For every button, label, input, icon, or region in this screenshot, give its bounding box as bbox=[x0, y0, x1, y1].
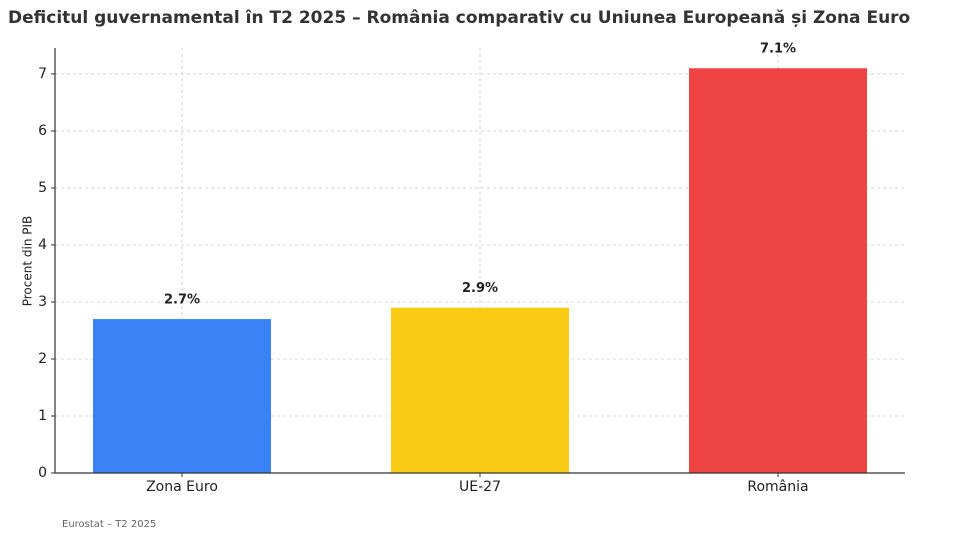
bar bbox=[391, 307, 569, 473]
bar bbox=[689, 68, 867, 473]
data-label: 7.1% bbox=[760, 42, 796, 57]
y-tick-label: 3 bbox=[38, 294, 47, 310]
y-tick-label: 6 bbox=[38, 123, 47, 139]
source-note: Eurostat – T2 2025 bbox=[62, 519, 156, 530]
y-axis-label: Procent din PIB bbox=[21, 216, 35, 307]
bar bbox=[93, 319, 271, 473]
data-label: 2.7% bbox=[164, 293, 200, 308]
data-label: 2.9% bbox=[462, 281, 498, 296]
y-tick-label: 2 bbox=[38, 351, 47, 367]
chart-title: Deficitul guvernamental în T2 2025 – Rom… bbox=[8, 8, 910, 28]
y-tick-label: 0 bbox=[38, 465, 47, 481]
x-tick-label: Zona Euro bbox=[146, 479, 218, 495]
y-tick-label: 5 bbox=[38, 180, 47, 196]
x-tick-label: UE-27 bbox=[459, 479, 501, 495]
y-tick-label: 1 bbox=[38, 408, 47, 424]
y-tick-label: 7 bbox=[38, 66, 47, 82]
y-tick-label: 4 bbox=[38, 237, 47, 253]
x-tick-label: România bbox=[747, 479, 808, 495]
